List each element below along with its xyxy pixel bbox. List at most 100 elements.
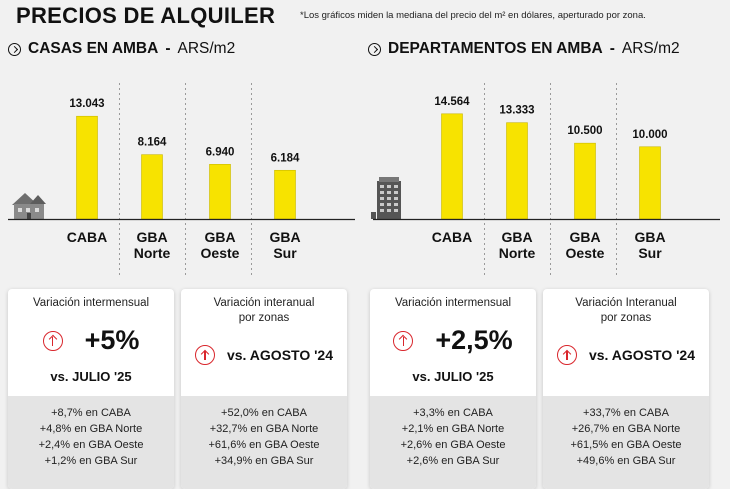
arrow-right-icon: [368, 42, 381, 56]
building-window: [387, 209, 391, 212]
building-window: [387, 185, 391, 188]
category-label: Sur: [638, 245, 662, 261]
card-casas-interanual: Variación interanual por zonas vs. AGOST…: [181, 289, 347, 489]
building-window: [387, 191, 391, 194]
bar-chart-departamentos: 14.564CABA13.333GBANorte10.500GBAOeste10…: [371, 83, 720, 275]
zone-variation-list: +3,3% en CABA +2,1% en GBA Norte +2,6% e…: [370, 396, 536, 489]
category-label: GBA: [634, 229, 665, 245]
zone-variation-list: +52,0% en CABA +32,7% en GBA Norte +61,6…: [181, 396, 347, 489]
building-window: [394, 209, 398, 212]
house-window: [35, 208, 39, 212]
chart-unit: ARS/m2: [621, 40, 680, 57]
house-door: [27, 213, 31, 219]
bar: [274, 169, 296, 220]
zone-variation-list: +8,7% en CABA +4,8% en GBA Norte +2,4% e…: [8, 396, 174, 489]
list-item: +8,7% en CABA: [51, 407, 131, 419]
building-window: [380, 185, 384, 188]
data-label: 10.000: [632, 129, 667, 141]
list-item: +26,7% en GBA Norte: [571, 423, 681, 435]
category-label: Norte: [499, 245, 536, 261]
zone-variation-list: +33,7% en CABA +26,7% en GBA Norte +61,5…: [543, 396, 709, 489]
building-window: [387, 203, 391, 206]
list-item: +33,7% en CABA: [583, 407, 669, 419]
building-window: [394, 203, 398, 206]
card-label: Variación interanual: [213, 297, 315, 309]
chart-title: CASAS EN AMBA: [28, 40, 159, 57]
card-label-sub: por zonas: [238, 312, 290, 324]
list-item: +34,9% en GBA Sur: [214, 455, 314, 467]
variation-value: +2,5%: [435, 325, 513, 355]
list-item: +52,0% en CABA: [221, 407, 307, 419]
list-item: +49,6% en GBA Sur: [576, 455, 676, 467]
building-window: [380, 191, 384, 194]
comparison-reference: vs. AGOSTO '24: [588, 347, 696, 363]
data-label: 10.500: [567, 125, 602, 137]
building-window: [387, 197, 391, 200]
card-deptos-interanual: Variación Interanual por zonas vs. AGOST…: [543, 289, 709, 489]
category-label: GBA: [269, 229, 300, 245]
comparison-reference: vs. JULIO '25: [412, 369, 494, 384]
bar: [141, 154, 163, 220]
building-window: [380, 209, 384, 212]
arrow-up-icon: [556, 345, 577, 365]
data-label: 6.940: [206, 146, 235, 158]
building-window: [380, 197, 384, 200]
bar: [639, 146, 661, 220]
chart-title: DEPARTAMENTOS EN AMBA: [388, 40, 603, 57]
chart-header-casas: CASAS EN AMBA - ARS/m2: [8, 40, 235, 58]
chart-header-deptos: DEPARTAMENTOS EN AMBA - ARS/m2: [368, 40, 680, 58]
category-label: CABA: [67, 229, 107, 245]
category-label: GBA: [204, 229, 235, 245]
category-label: GBA: [501, 229, 532, 245]
data-label: 13.333: [499, 105, 534, 117]
list-item: +1,2% en GBA Sur: [44, 455, 138, 467]
list-item: +2,6% en GBA Sur: [406, 455, 500, 467]
variation-value: +5%: [84, 325, 140, 355]
bar: [209, 164, 231, 220]
category-label: Oeste: [201, 245, 240, 261]
list-item: +32,7% en GBA Norte: [209, 423, 319, 435]
category-label: GBA: [569, 229, 600, 245]
house-roof: [12, 193, 38, 205]
arrow-up-icon: [42, 330, 63, 351]
bar: [574, 142, 596, 220]
card-label: Variación intermensual: [394, 297, 512, 309]
building-window: [394, 197, 398, 200]
comparison-reference: vs. JULIO '25: [50, 369, 132, 384]
list-item: +2,4% en GBA Oeste: [38, 439, 144, 451]
house-roof-2: [30, 195, 46, 204]
list-item: +4,8% en GBA Norte: [39, 423, 143, 435]
data-label: 8.164: [138, 137, 167, 149]
card-deptos-intermensual: Variación intermensual +2,5% vs. JULIO '…: [370, 289, 536, 489]
card-casas-intermensual: Variación intermensual +5% vs. JULIO '25…: [8, 289, 174, 489]
building-top: [379, 177, 399, 182]
house-window: [18, 208, 22, 212]
data-label: 6.184: [271, 152, 300, 164]
list-item: +61,6% en GBA Oeste: [208, 439, 320, 451]
category-label: Oeste: [566, 245, 605, 261]
bar: [76, 115, 98, 220]
page-title: PRECIOS DE ALQUILER: [16, 3, 276, 28]
arrow-up-icon: [194, 345, 215, 365]
card-label: Variación Interanual: [575, 297, 677, 309]
category-label: Norte: [134, 245, 171, 261]
category-label: CABA: [432, 229, 472, 245]
category-label: Sur: [273, 245, 297, 261]
building-window: [394, 185, 398, 188]
comparison-reference: vs. AGOSTO '24: [226, 347, 334, 363]
building-icon: [371, 177, 401, 219]
list-item: +2,1% en GBA Norte: [401, 423, 505, 435]
bar-chart-casas: 13.043CABA8.164GBANorte6.940GBAOeste6.18…: [8, 83, 355, 275]
data-label: 14.564: [434, 96, 470, 108]
category-label: GBA: [136, 229, 167, 245]
chart-unit: ARS/m2: [177, 40, 236, 57]
card-label: Variación intermensual: [32, 297, 150, 309]
building-annex: [371, 212, 376, 219]
house-window: [26, 208, 30, 212]
list-item: +61,5% en GBA Oeste: [570, 439, 682, 451]
list-item: +2,6% en GBA Oeste: [400, 439, 506, 451]
arrow-up-icon: [393, 330, 414, 351]
footnote: *Los gráficos miden la mediana del preci…: [300, 10, 646, 21]
list-item: +3,3% en CABA: [413, 407, 493, 419]
building-window: [380, 203, 384, 206]
